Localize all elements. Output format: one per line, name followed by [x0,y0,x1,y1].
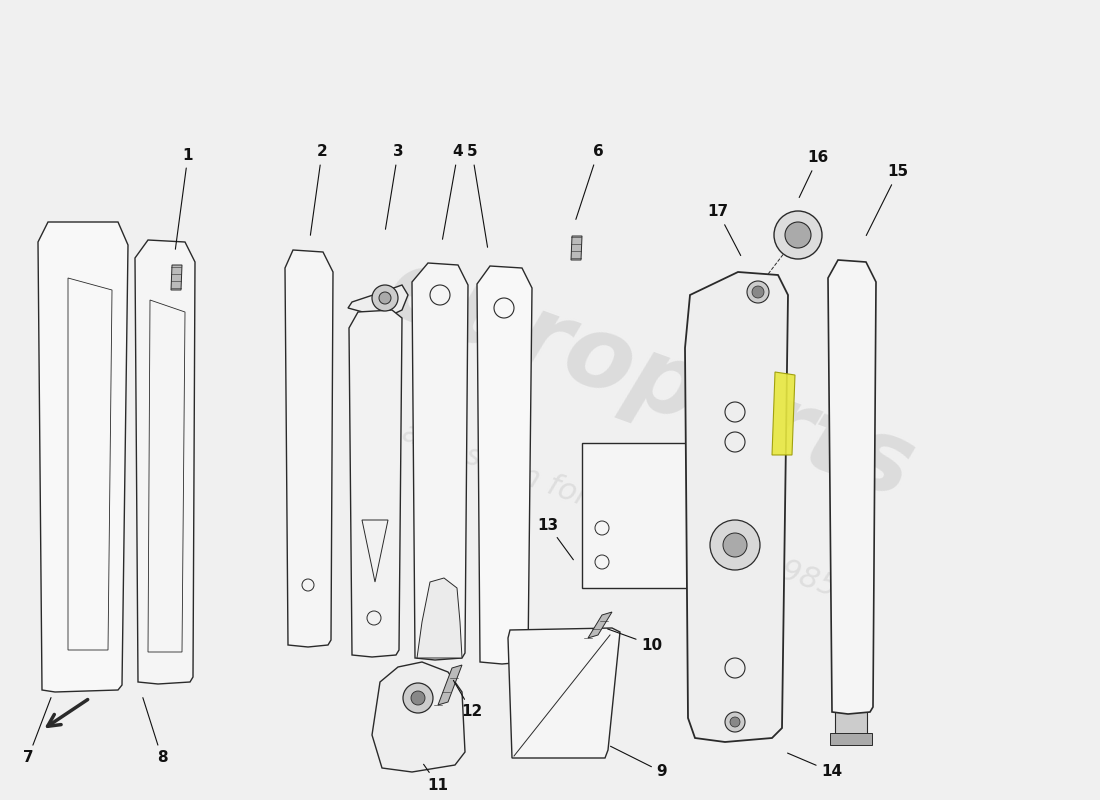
Circle shape [752,286,764,298]
Polygon shape [772,372,795,455]
Polygon shape [828,260,876,714]
Polygon shape [412,263,468,660]
Circle shape [785,222,811,248]
Text: 6: 6 [576,145,604,219]
Bar [830,733,872,745]
Polygon shape [417,578,462,658]
Text: 5: 5 [466,145,487,247]
Text: 11: 11 [424,764,449,793]
Polygon shape [170,265,182,290]
Polygon shape [135,240,195,684]
Polygon shape [285,250,333,647]
Bar [702,464,760,512]
Circle shape [379,292,390,304]
Circle shape [411,691,425,705]
Text: 13: 13 [538,518,573,560]
Text: 15: 15 [866,165,909,235]
Text: 12: 12 [453,680,483,719]
Text: 2: 2 [310,145,328,235]
Polygon shape [349,310,402,657]
Text: a passion for parts since 1985: a passion for parts since 1985 [398,418,842,602]
Text: 16: 16 [800,150,828,198]
Polygon shape [438,665,462,705]
Circle shape [774,211,822,259]
Bar [582,443,690,588]
Polygon shape [508,628,620,758]
Text: 9: 9 [610,746,668,779]
Polygon shape [477,266,532,664]
Text: europarts: europarts [374,240,926,520]
Text: 8: 8 [143,698,167,766]
Text: 10: 10 [607,629,662,653]
Bar [702,530,764,622]
Circle shape [372,285,398,311]
Text: 4: 4 [442,145,463,239]
Polygon shape [588,612,612,638]
Text: 3: 3 [385,145,404,230]
Text: 14: 14 [788,753,843,779]
Circle shape [730,717,740,727]
Polygon shape [372,662,465,772]
Text: 17: 17 [707,205,740,255]
Bar [835,710,867,738]
Polygon shape [39,222,128,692]
Polygon shape [571,236,582,260]
Polygon shape [685,272,788,742]
Circle shape [723,533,747,557]
Circle shape [725,712,745,732]
Text: 1: 1 [175,147,194,250]
Circle shape [747,281,769,303]
Text: 7: 7 [23,698,51,766]
Circle shape [403,683,433,713]
Circle shape [710,520,760,570]
Polygon shape [348,285,408,318]
